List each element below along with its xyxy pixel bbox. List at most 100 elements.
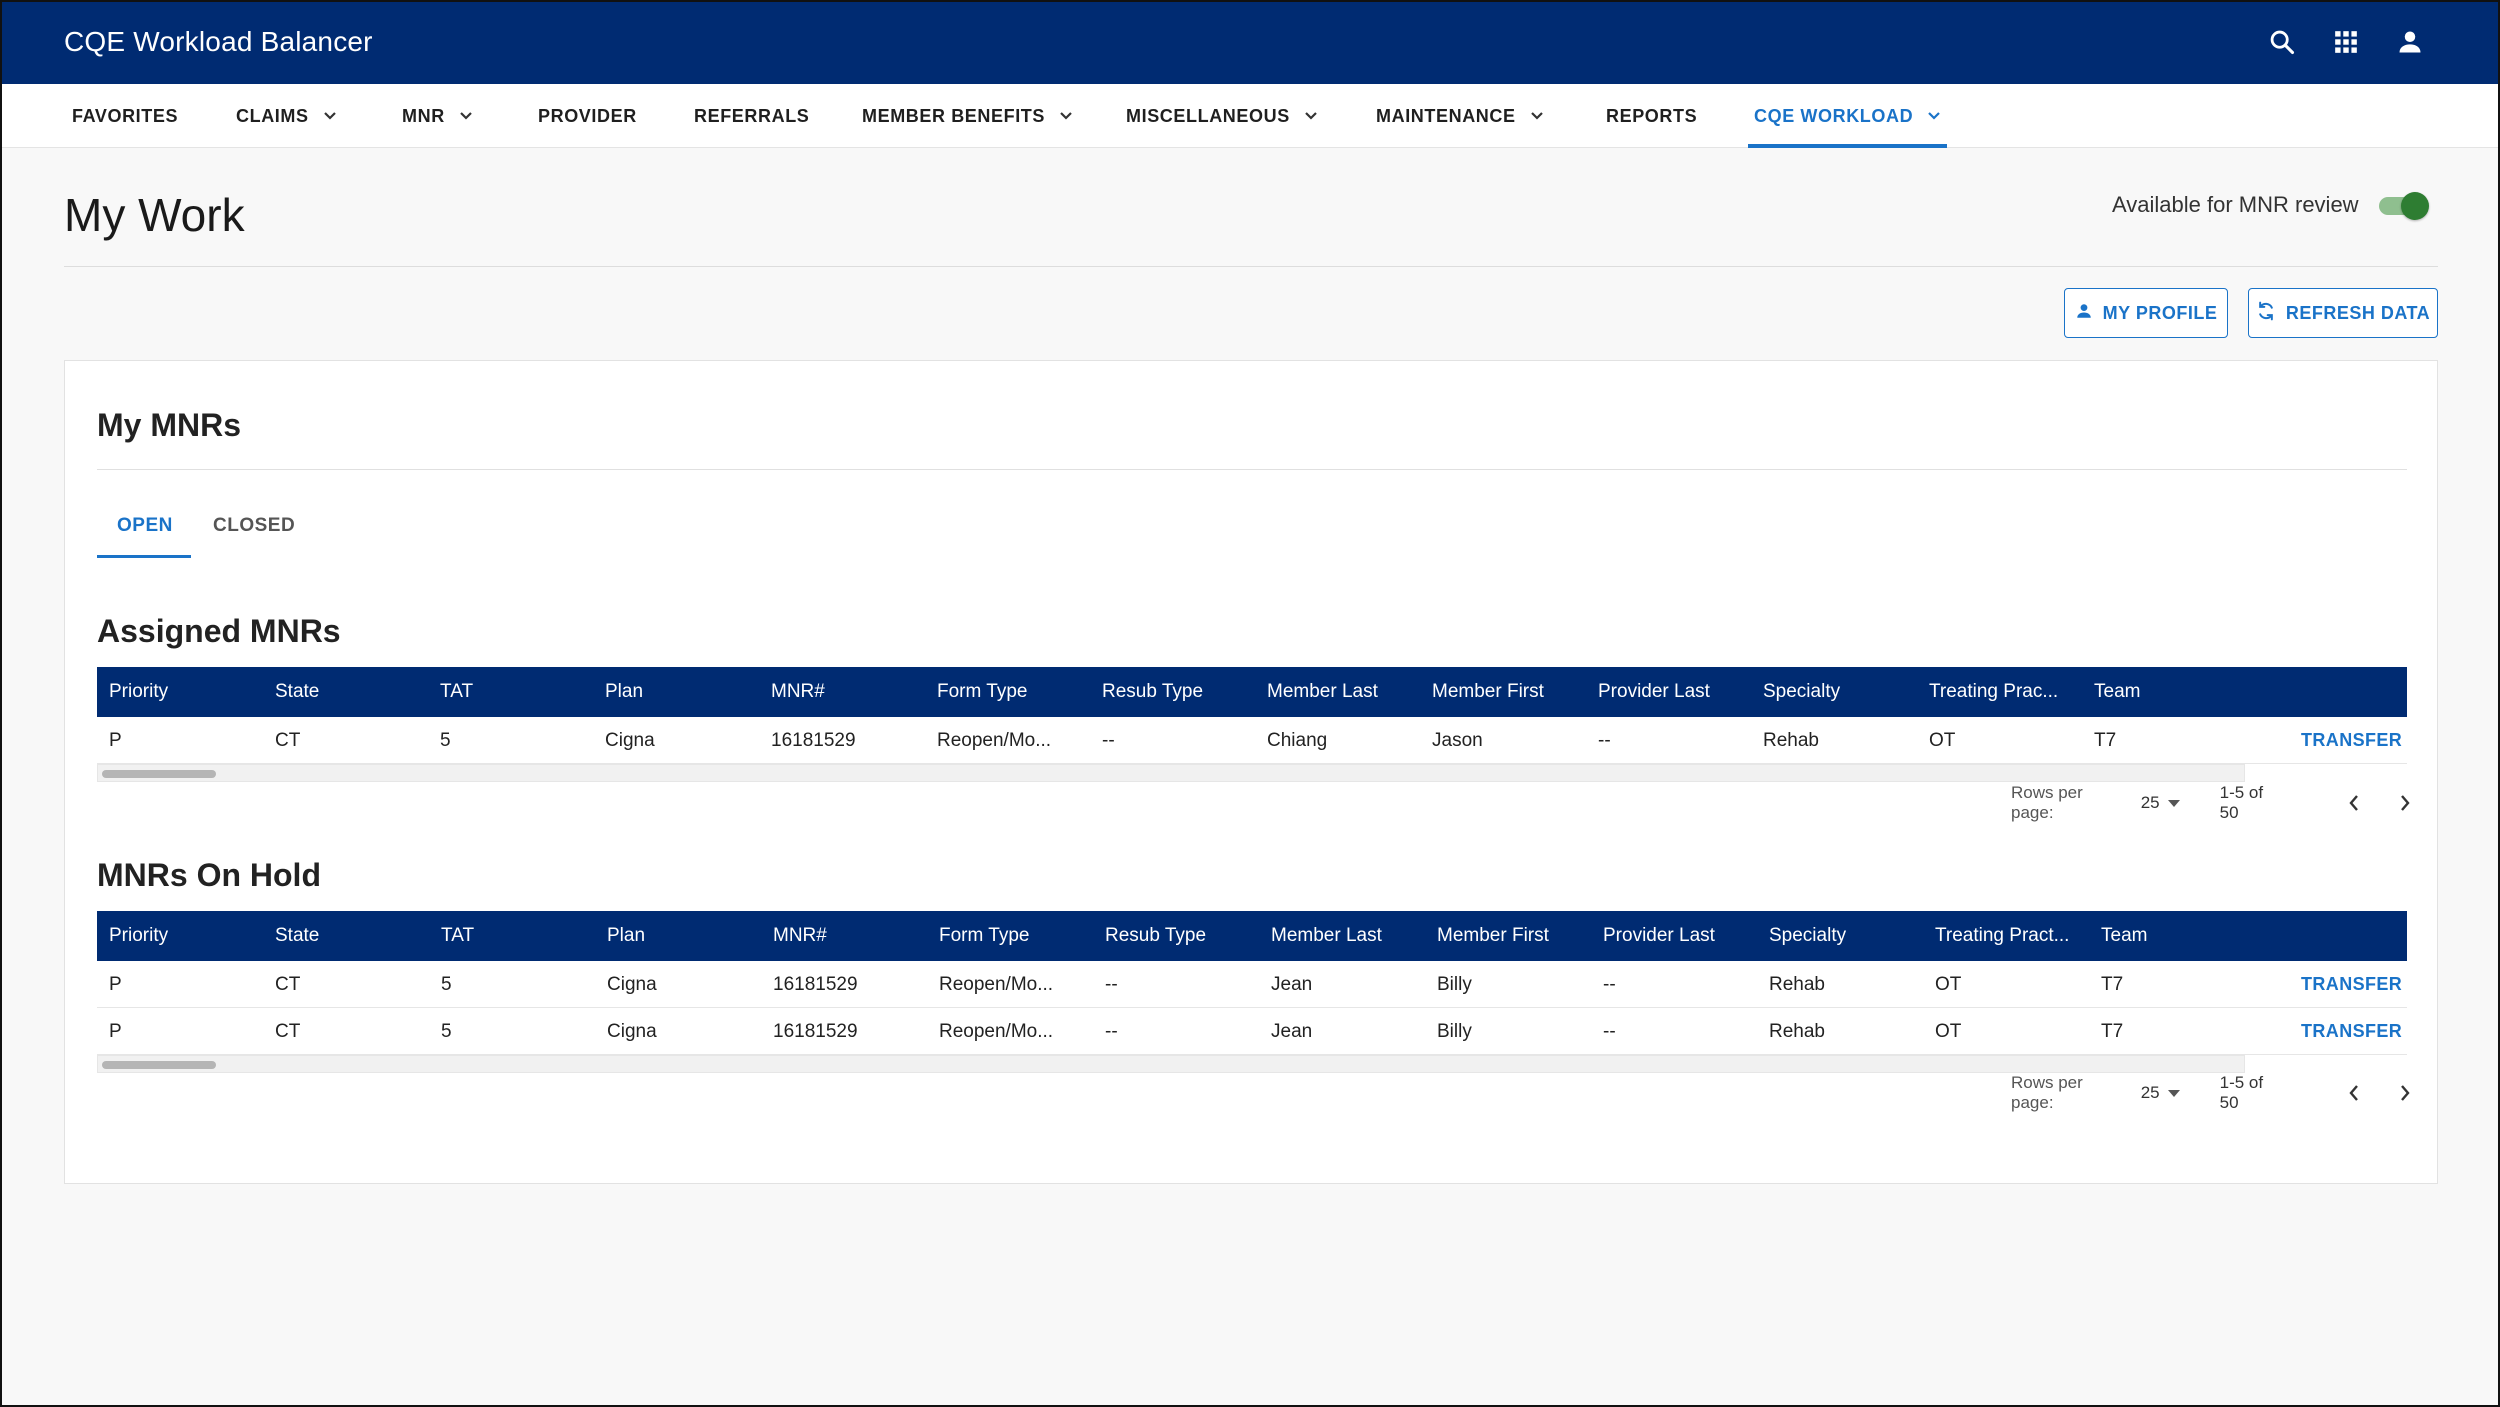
refresh-icon <box>2256 301 2276 326</box>
column-header[interactable]: MNR# <box>771 681 825 702</box>
nav-item-reports[interactable]: REPORTS <box>1606 84 1697 148</box>
column-header[interactable]: Provider Last <box>1603 925 1715 946</box>
nav-item-favorites[interactable]: FAVORITES <box>72 84 178 148</box>
chevron-left-icon <box>2349 1085 2358 1101</box>
table-cell: Jean <box>1271 1021 1313 1042</box>
table-cell: -- <box>1603 974 1616 995</box>
table-cell: T7 <box>2101 1021 2124 1042</box>
table-cell: Cigna <box>607 1021 657 1042</box>
on-hold-pagination: Rows per page: 25 1-5 of 50 <box>2011 1073 2437 1113</box>
column-header[interactable]: Specialty <box>1763 681 1841 702</box>
column-header[interactable]: Member Last <box>1267 681 1378 702</box>
table-cell: 5 <box>440 730 451 751</box>
nav-item-label: MISCELLANEOUS <box>1126 105 1290 126</box>
mnrs-on-hold-title: MNRs On Hold <box>97 857 321 893</box>
table-row: P CT 5 Cigna 16181529 Reopen/Mo... -- Jean Billy… <box>97 1008 2407 1055</box>
pagination-range: 1-5 of 50 <box>2219 783 2264 822</box>
table-cell: OT <box>1929 730 1956 751</box>
column-header[interactable]: Form Type <box>939 925 1030 946</box>
column-header[interactable]: Treating Pract... <box>1935 925 2070 946</box>
prev-page-button[interactable] <box>2334 783 2374 823</box>
column-header[interactable]: State <box>275 925 320 946</box>
assigned-mnrs-title: Assigned MNRs <box>97 613 341 649</box>
caret-down-icon <box>2167 1083 2180 1103</box>
column-header[interactable]: TAT <box>440 681 474 702</box>
table-cell: CT <box>275 730 301 751</box>
table-cell: Chiang <box>1267 730 1328 751</box>
table-cell: Rehab <box>1763 730 1819 751</box>
chevron-down-icon <box>1304 111 1318 121</box>
rows-per-page-select[interactable]: 25 <box>2141 793 2180 813</box>
column-header[interactable]: Plan <box>605 681 644 702</box>
scrollbar-thumb[interactable] <box>102 770 216 778</box>
scrollbar-thumb[interactable] <box>102 1061 216 1069</box>
column-header[interactable]: Member Last <box>1271 925 1382 946</box>
nav-item-maintenance[interactable]: MAINTENANCE <box>1376 84 1544 148</box>
table-cell: -- <box>1102 730 1115 751</box>
column-header[interactable]: Team <box>2094 681 2141 702</box>
tab-closed[interactable]: CLOSED <box>213 515 296 536</box>
nav-item-cqe-workload[interactable]: CQE WORKLOAD <box>1747 84 1948 148</box>
table-cell: P <box>109 730 122 751</box>
scrollbar-track <box>97 764 2245 782</box>
transfer-button[interactable]: TRANSFER <box>2301 730 2403 750</box>
column-header[interactable]: MNR# <box>773 925 827 946</box>
next-page-button[interactable] <box>2385 783 2425 823</box>
nav-item-claims[interactable]: CLAIMS <box>236 84 337 148</box>
table-cell: Billy <box>1437 1021 1472 1042</box>
column-header[interactable]: Specialty <box>1769 925 1847 946</box>
column-header[interactable]: TAT <box>441 925 475 946</box>
nav-item-member-benefits[interactable]: MEMBER BENEFITS <box>862 84 1073 148</box>
nav-item-mnr[interactable]: MNR <box>402 84 473 148</box>
chevron-down-icon <box>459 111 473 121</box>
table-header: Priority State TAT Plan MNR# Form Type Resub T… <box>97 667 2407 717</box>
tab-open[interactable]: OPEN <box>117 515 173 536</box>
nav-item-label: FAVORITES <box>72 105 179 126</box>
table-cell: 5 <box>441 974 452 995</box>
column-header[interactable]: Plan <box>607 925 646 946</box>
next-page-button[interactable] <box>2385 1073 2425 1113</box>
my-profile-label: MY PROFILE <box>2102 302 2218 323</box>
column-header[interactable]: State <box>275 681 320 702</box>
column-header[interactable]: Resub Type <box>1105 925 1207 946</box>
column-header[interactable]: Form Type <box>937 681 1028 702</box>
refresh-data-label: REFRESH DATA <box>2285 302 2431 323</box>
rows-per-page-label: Rows per page: <box>2011 783 2083 822</box>
app-bar-actions <box>2264 24 2428 60</box>
table-cell: 16181529 <box>773 974 858 995</box>
nav-item-referrals[interactable]: REFERRALS <box>694 84 809 148</box>
column-header[interactable]: Member First <box>1437 925 1549 946</box>
assigned-mnrs-table: Priority State TAT Plan MNR# Form Type Resub T… <box>97 667 2407 782</box>
rows-per-page-select[interactable]: 25 <box>2141 1083 2180 1103</box>
account-icon[interactable] <box>2392 24 2428 60</box>
table-header: Priority State TAT Plan MNR# Form Type Resub T… <box>97 911 2407 961</box>
my-profile-button[interactable]: MY PROFILE <box>2064 288 2228 338</box>
app-title: CQE Workload Balancer <box>64 26 373 57</box>
toggle-knob <box>2400 192 2429 220</box>
availability-toggle[interactable] <box>2377 192 2429 220</box>
column-header[interactable]: Provider Last <box>1598 681 1710 702</box>
transfer-button[interactable]: TRANSFER <box>2301 1021 2403 1041</box>
availability-control: Available for MNR review <box>2112 192 2429 220</box>
nav-item-provider[interactable]: PROVIDER <box>538 84 637 148</box>
table-cell: -- <box>1603 1021 1616 1042</box>
table-row: P CT 5 Cigna 16181529 Reopen/Mo... -- Chiang Jas… <box>97 717 2407 764</box>
column-header[interactable]: Team <box>2101 925 2148 946</box>
column-header[interactable]: Priority <box>109 681 169 702</box>
horizontal-scrollbar[interactable] <box>97 764 2407 782</box>
column-header[interactable]: Member First <box>1432 681 1544 702</box>
table-cell: P <box>109 1021 122 1042</box>
column-header[interactable]: Resub Type <box>1102 681 1204 702</box>
search-icon[interactable] <box>2264 24 2300 60</box>
chevron-down-icon <box>1059 111 1073 121</box>
refresh-data-button[interactable]: REFRESH DATA <box>2248 288 2438 338</box>
horizontal-scrollbar[interactable] <box>97 1055 2407 1073</box>
transfer-button[interactable]: TRANSFER <box>2301 974 2403 994</box>
column-header[interactable]: Treating Prac... <box>1929 681 2059 702</box>
apps-grid-icon[interactable] <box>2328 24 2364 60</box>
column-header[interactable]: Priority <box>109 925 169 946</box>
nav-item-miscellaneous[interactable]: MISCELLANEOUS <box>1126 84 1318 148</box>
app-bar: CQE Workload Balancer <box>2 2 2498 84</box>
prev-page-button[interactable] <box>2334 1073 2374 1113</box>
person-icon <box>2075 302 2093 325</box>
